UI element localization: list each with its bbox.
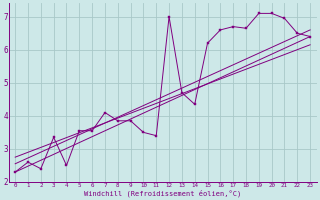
X-axis label: Windchill (Refroidissement éolien,°C): Windchill (Refroidissement éolien,°C): [84, 189, 241, 197]
